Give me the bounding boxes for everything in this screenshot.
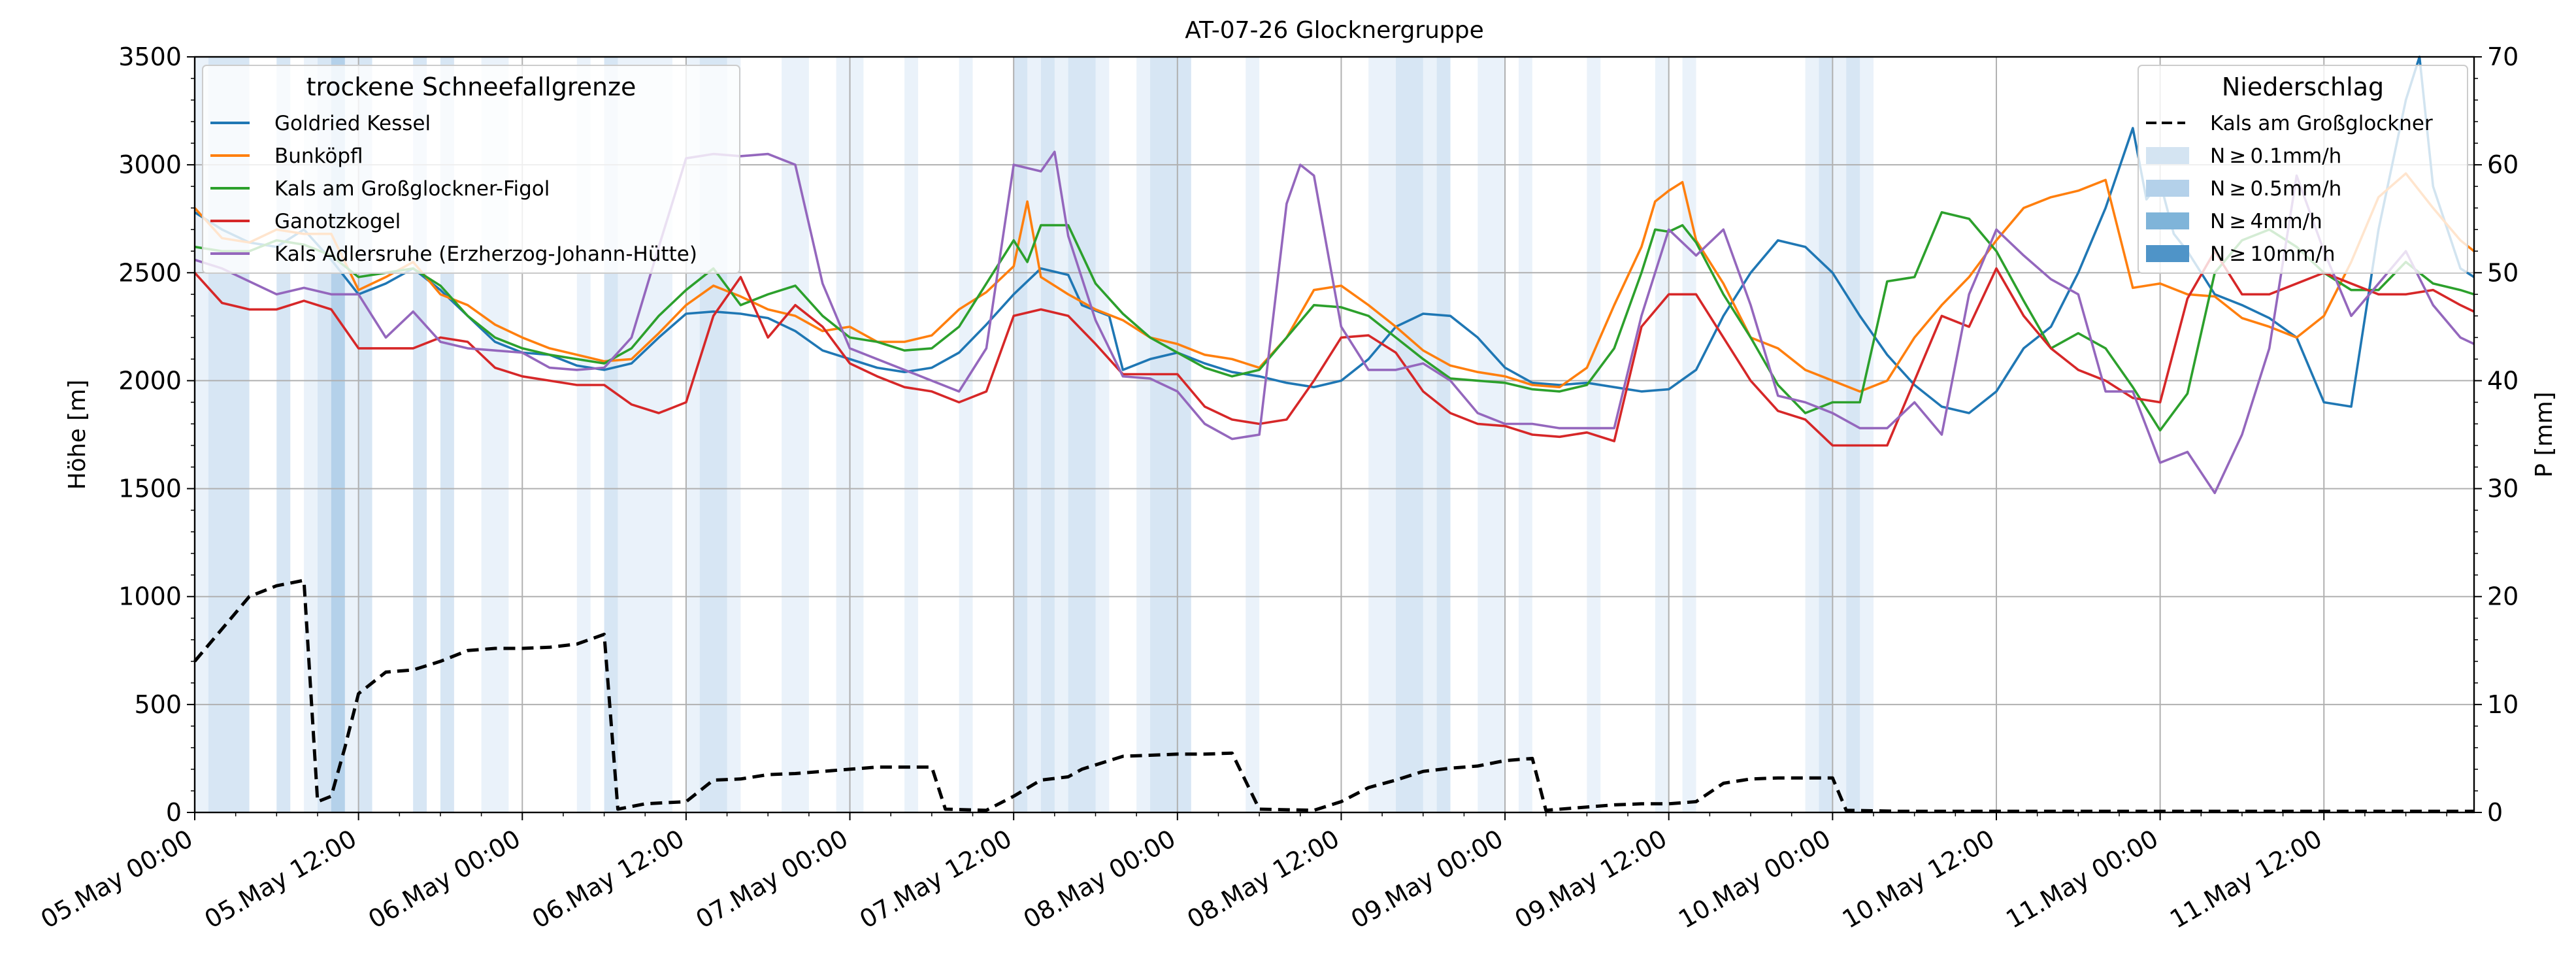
legend-entry-n05: N ≥ 0.5mm/h	[2210, 177, 2341, 201]
legend-entry-figol: Kals am Großglockner-Figol	[274, 177, 550, 201]
precip-band-01	[1682, 57, 1696, 812]
precip-band-01	[1478, 57, 1506, 812]
legend-entry-n4: N ≥ 4mm/h	[2210, 210, 2322, 233]
legend-swatch-n05	[2146, 180, 2189, 197]
y-tick-label: 0	[166, 798, 182, 827]
precip-band-05	[1819, 57, 1833, 812]
y2-axis-label: P [mm]	[2531, 392, 2558, 477]
legend-left-title: trockene Schneefallgrenze	[306, 73, 636, 101]
y-tick-label: 500	[134, 690, 182, 719]
series-line-3	[193, 250, 2475, 447]
series-line-5	[193, 578, 2474, 813]
series-line-1	[193, 172, 2475, 393]
legend-entry-bunkoepfl: Bunköpfl	[274, 144, 363, 168]
precip-band-01	[959, 57, 973, 812]
legend-entry-adlersruhe: Kals Adlersruhe (Erzherzog-Johann-Hütte)	[274, 242, 697, 266]
precip-band-01	[904, 57, 918, 812]
precip-band-01	[1095, 57, 1110, 812]
precip-band-01	[782, 57, 809, 812]
precip-band-01	[1655, 57, 1669, 812]
y-tick-label: 3500	[118, 42, 182, 71]
y2-tick-label: 60	[2487, 150, 2518, 179]
precip-band-05	[1395, 57, 1423, 812]
legend-entry-ganotzkogel: Ganotzkogel	[274, 210, 401, 233]
y2-tick-label: 20	[2487, 582, 2518, 611]
y2-tick-label: 70	[2487, 42, 2518, 71]
precip-band-05	[1150, 57, 1191, 812]
y2-tick-label: 40	[2487, 366, 2518, 395]
legend-left: trockene Schneefallgrenze Goldried Kesse…	[202, 65, 740, 274]
legend-swatch-n01	[2146, 147, 2189, 164]
chart-title: AT-07-26 Glocknergruppe	[1185, 17, 1484, 44]
legend-entry-n01: N ≥ 0.1mm/h	[2210, 144, 2341, 168]
y2-tick-label: 0	[2487, 798, 2503, 827]
legend-right-title: Niederschlag	[2222, 73, 2384, 101]
series-line-4	[194, 150, 2475, 494]
legend-swatch-n10	[2146, 245, 2189, 262]
y-tick-label: 1500	[118, 475, 182, 503]
precip-band-05	[1846, 57, 1860, 812]
y2-tick-label: 50	[2487, 258, 2518, 287]
precip-band-05	[1436, 57, 1451, 812]
precip-band-05	[1014, 57, 1028, 812]
y2-tick-label: 10	[2487, 690, 2518, 719]
legend-entry-goldried: Goldried Kessel	[274, 112, 431, 135]
y-tick-label: 3000	[118, 150, 182, 179]
plot-frame	[193, 56, 2475, 814]
y-tick-label: 2000	[118, 366, 182, 395]
precip-band-05	[1068, 57, 1096, 812]
y-tick-label: 2500	[118, 258, 182, 287]
y-axis-label: Höhe [m]	[64, 380, 91, 490]
legend-entry-n10: N ≥ 10mm/h	[2210, 242, 2335, 266]
y-tick-label: 1000	[118, 582, 182, 611]
precip-band-01	[1518, 57, 1532, 812]
precip-band-01	[1136, 57, 1151, 812]
precip-band-01	[1805, 57, 1874, 812]
precip-band-05	[1040, 57, 1055, 812]
legend-swatch-n4	[2146, 212, 2189, 229]
legend-entry-precip-line: Kals am Großglockner	[2210, 112, 2433, 135]
y2-tick-label: 30	[2487, 475, 2518, 503]
legend-right: Niederschlag Kals am Großglockner N ≥ 0.…	[2138, 65, 2468, 274]
